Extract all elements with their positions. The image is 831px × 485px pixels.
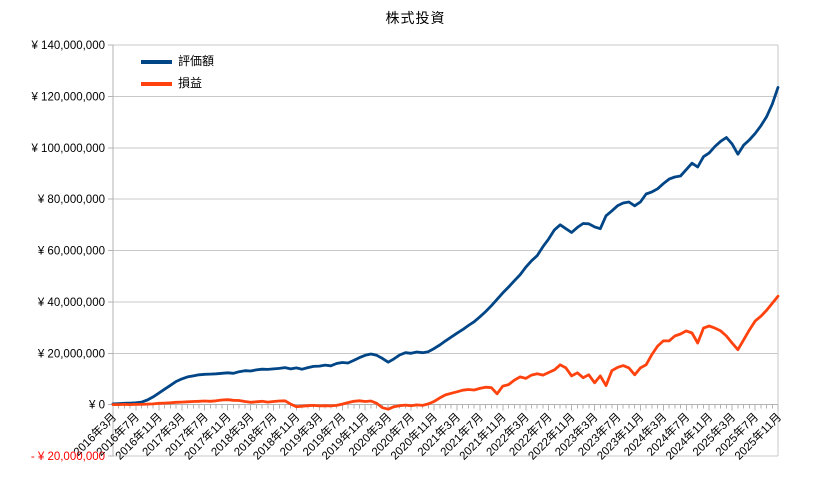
- svg-text:¥ 20,000,000: ¥ 20,000,000: [37, 348, 105, 360]
- y-tick-labels: ¥ 140,000,000 ¥ 120,000,000 ¥ 100,000,000 ¥…: [30, 40, 105, 463]
- legend-item-profit: 損益: [141, 76, 214, 91]
- svg-text:- ¥ 20,000,000: - ¥ 20,000,000: [31, 451, 105, 463]
- series-valuation-line: [111, 86, 780, 406]
- y-axis: [108, 44, 114, 457]
- chart-legend: 評価額 損益: [141, 54, 214, 91]
- legend-line-profit-icon: [141, 81, 172, 86]
- legend-line-valuation-icon: [141, 59, 172, 64]
- series-profit-line: [111, 294, 780, 411]
- gridlines: [113, 44, 779, 457]
- svg-text:¥ 0: ¥ 0: [88, 400, 105, 412]
- svg-text:¥ 140,000,000: ¥ 140,000,000: [30, 40, 105, 52]
- svg-text:¥ 60,000,000: ¥ 60,000,000: [37, 246, 105, 258]
- svg-text:¥ 80,000,000: ¥ 80,000,000: [37, 194, 105, 206]
- svg-text:¥ 100,000,000: ¥ 100,000,000: [30, 143, 105, 155]
- svg-text:¥ 40,000,000: ¥ 40,000,000: [37, 297, 105, 309]
- legend-label-valuation: 評価額: [178, 54, 215, 68]
- svg-text:¥ 120,000,000: ¥ 120,000,000: [30, 91, 105, 103]
- chart-title: 株式投資: [385, 10, 446, 26]
- x-axis: [112, 404, 779, 411]
- legend-item-valuation: 評価額: [141, 54, 214, 69]
- legend-label-profit: 損益: [178, 76, 203, 90]
- x-tick-labels: 2016年3月2016年7月2016年11月2017年3月2017年7月2017…: [70, 410, 784, 463]
